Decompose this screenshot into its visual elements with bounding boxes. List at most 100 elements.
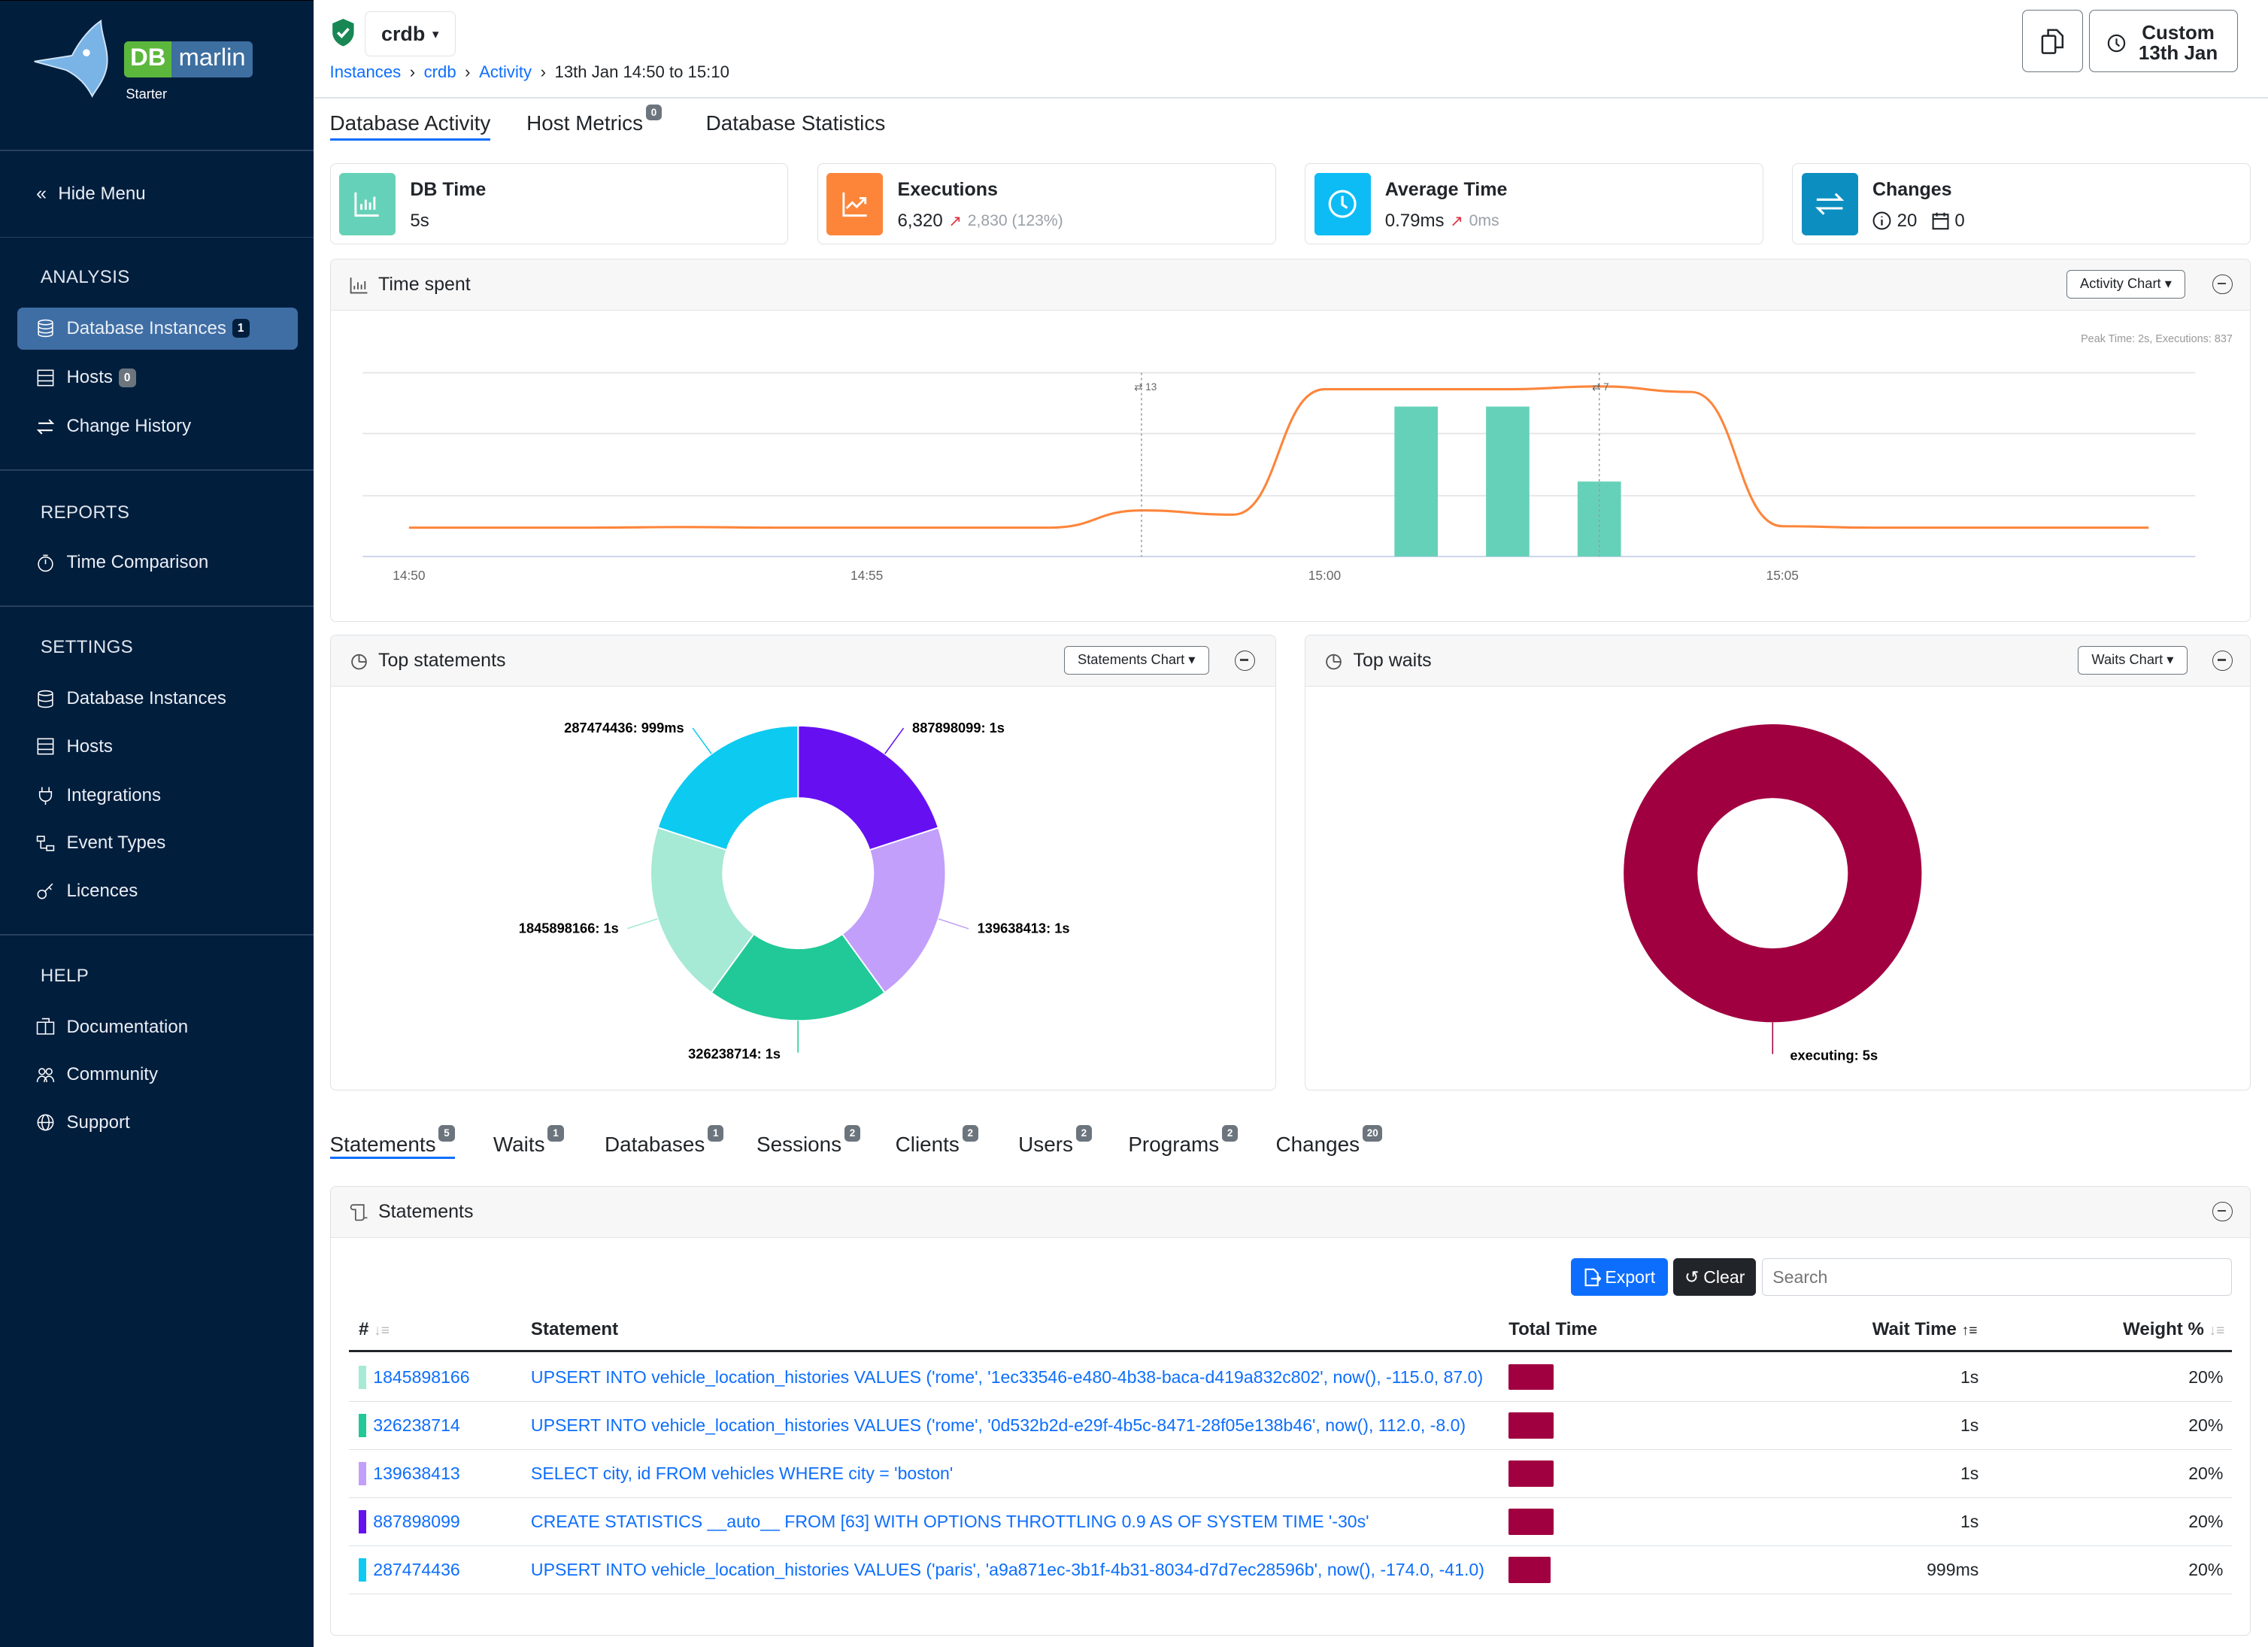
time-spent-chart[interactable]: 14:50 14:55 15:00 15:05 ⇄ 13 ⇄ 7 xyxy=(331,311,2251,622)
divider xyxy=(0,150,314,152)
export-button[interactable]: Export xyxy=(1570,1258,1668,1297)
trend-chart-icon xyxy=(826,172,884,235)
breadcrumb-crdb[interactable]: crdb xyxy=(423,62,456,81)
sidebar-item-database-instances[interactable]: Database Instances 1 xyxy=(17,307,299,350)
kpi-card-average-time[interactable]: Average Time 0.79ms ↗ 0ms xyxy=(1304,163,1763,245)
statement-id-link[interactable]: 887898099 xyxy=(373,1511,460,1531)
subtab-changes[interactable]: Changes 20 xyxy=(1276,1125,1383,1157)
statement-text-link[interactable]: UPSERT INTO vehicle_location_histories V… xyxy=(530,1415,1466,1435)
wait-time-cell: 999ms xyxy=(1927,1559,1979,1579)
tab-database-statistics[interactable]: Database Statistics xyxy=(706,111,886,135)
collapse-button[interactable] xyxy=(2212,274,2233,295)
table-row[interactable]: 1845898166 UPSERT INTO vehicle_location_… xyxy=(348,1354,2232,1402)
dbmarlin-logo[interactable]: DB marlin Starter xyxy=(29,18,274,105)
subtab-clients[interactable]: Clients 2 xyxy=(896,1125,978,1157)
sidebar-item-label: Support xyxy=(66,1112,130,1133)
x-tick-label: 14:50 xyxy=(393,567,425,582)
dropdown-label: Statements Chart xyxy=(1078,651,1185,667)
statement-text-link[interactable]: UPSERT INTO vehicle_location_histories V… xyxy=(530,1559,1484,1579)
sidebar-item-documentation[interactable]: Documentation xyxy=(17,1006,298,1048)
section-title-reports: REPORTS xyxy=(40,502,130,523)
divider xyxy=(0,933,314,936)
kpi-card-executions[interactable]: Executions 6,320 ↗ 2,830 (123%) xyxy=(817,163,1276,245)
change-marker-label: ⇄ 7 xyxy=(1592,381,1609,392)
statement-id-link[interactable]: 1845898166 xyxy=(373,1366,470,1387)
activity-chart-dropdown[interactable]: Activity Chart ▾ xyxy=(2066,269,2186,299)
subtab-statements[interactable]: Statements 5 xyxy=(329,1125,455,1160)
subtab-sessions[interactable]: Sessions 2 xyxy=(757,1125,861,1157)
subtab-waits[interactable]: Waits 1 xyxy=(493,1125,564,1157)
server-icon xyxy=(37,369,54,386)
table-row[interactable]: 287474436 UPSERT INTO vehicle_location_h… xyxy=(348,1547,2232,1595)
sidebar-item-community[interactable]: Community xyxy=(17,1054,298,1096)
clear-button[interactable]: ↺ Clear xyxy=(1673,1258,1757,1297)
count-badge: 1 xyxy=(708,1125,724,1142)
table-row[interactable]: 139638413 SELECT city, id FROM vehicles … xyxy=(348,1451,2232,1498)
tab-host-metrics[interactable]: Host Metrics 0 xyxy=(526,104,663,135)
sidebar-item-settings-hosts[interactable]: Hosts xyxy=(17,726,298,768)
slice-label: 287474436: 999ms xyxy=(564,720,684,736)
statement-id-link[interactable]: 326238714 xyxy=(373,1415,460,1435)
total-time-bar xyxy=(1508,1363,1554,1391)
statement-text-link[interactable]: CREATE STATISTICS __auto__ FROM [63] WIT… xyxy=(530,1511,1369,1531)
logo-db-text: DB xyxy=(124,41,171,77)
statement-text-link[interactable]: SELECT city, id FROM vehicles WHERE city… xyxy=(530,1463,954,1483)
kpi-card-db-time[interactable]: DB Time 5s xyxy=(329,163,789,245)
statement-id-link[interactable]: 287474436 xyxy=(373,1559,460,1579)
statement-id-link[interactable]: 139638413 xyxy=(373,1463,460,1483)
sort-icon: ↓≡ xyxy=(2209,1323,2225,1339)
instance-selector[interactable]: crdb ▾ xyxy=(364,11,456,56)
sidebar-item-event-types[interactable]: Event Types xyxy=(17,823,298,865)
kpi-card-changes[interactable]: Changes 20 0 xyxy=(1792,163,2251,245)
table-row[interactable]: 887898099 CREATE STATISTICS __auto__ FRO… xyxy=(348,1499,2232,1547)
sidebar-item-change-history[interactable]: Change History xyxy=(17,406,298,448)
tab-database-activity[interactable]: Database Activity xyxy=(329,111,491,141)
donut-slice xyxy=(649,826,755,993)
count-badge: 20 xyxy=(1362,1125,1383,1142)
top-waits-donut[interactable]: executing: 5s xyxy=(1305,687,2251,1091)
column-header-total-time[interactable]: Total Time xyxy=(1508,1319,1597,1340)
table-row[interactable]: 326238714 UPSERT INTO vehicle_location_h… xyxy=(348,1402,2232,1450)
color-swatch xyxy=(359,1558,366,1582)
breadcrumb-activity[interactable]: Activity xyxy=(479,62,532,81)
statements-chart-dropdown[interactable]: Statements Chart ▾ xyxy=(1063,645,1209,675)
kpi-value: 0.79ms xyxy=(1384,210,1445,231)
total-time-bar xyxy=(1508,1509,1554,1535)
time-range-button[interactable]: Custom 13th Jan xyxy=(2088,10,2238,73)
column-header-weight[interactable]: Weight % ↓≡ xyxy=(2123,1319,2224,1340)
breadcrumb-instances[interactable]: Instances xyxy=(329,62,402,81)
total-time-bar xyxy=(1508,1460,1554,1487)
column-header-wait-time[interactable]: Wait Time ↑≡ xyxy=(1872,1319,1978,1340)
sidebar-item-time-comparison[interactable]: Time Comparison xyxy=(17,541,298,584)
shield-check-icon xyxy=(332,19,355,47)
collapse-button[interactable] xyxy=(1234,650,1255,671)
subtab-databases[interactable]: Databases 1 xyxy=(605,1125,724,1157)
sidebar-item-label: Integrations xyxy=(66,784,162,805)
collapse-button[interactable] xyxy=(2212,1201,2233,1222)
time-spent-panel: Time spent Activity Chart ▾ Peak Time: 2… xyxy=(329,259,2251,623)
column-header-statement[interactable]: Statement xyxy=(531,1319,618,1340)
subtab-programs[interactable]: Programs 2 xyxy=(1128,1125,1239,1157)
hide-menu-button[interactable]: « Hide Menu xyxy=(17,173,298,215)
section-title-settings: SETTINGS xyxy=(40,637,134,658)
x-tick-label: 14:55 xyxy=(850,567,883,582)
sidebar-item-support[interactable]: Support xyxy=(17,1102,298,1144)
sidebar-item-integrations[interactable]: Integrations xyxy=(17,775,298,817)
copy-button[interactable] xyxy=(2022,10,2083,73)
tab-label: Waits xyxy=(493,1133,545,1157)
sidebar-item-licences[interactable]: Licences xyxy=(17,870,298,912)
sidebar-item-settings-database-instances[interactable]: Database Instances xyxy=(17,678,298,720)
search-input[interactable] xyxy=(1761,1258,2232,1297)
sidebar-item-hosts[interactable]: Hosts 0 xyxy=(17,356,298,399)
statement-text-link[interactable]: UPSERT INTO vehicle_location_histories V… xyxy=(530,1366,1484,1387)
dropdown-label: Activity Chart xyxy=(2080,274,2161,291)
waits-chart-dropdown[interactable]: Waits Chart ▾ xyxy=(2078,645,2188,675)
arrows-exchange-icon xyxy=(1801,172,1858,235)
collapse-button[interactable] xyxy=(2212,650,2233,671)
column-header-number[interactable]: # ↓≡ xyxy=(359,1319,390,1340)
sidebar-item-label: Database Instances xyxy=(66,317,226,338)
subtab-users[interactable]: Users 2 xyxy=(1018,1125,1092,1157)
copy-icon xyxy=(2041,29,2064,54)
top-statements-donut[interactable]: 887898099: 1s 139638413: 1s 326238714: 1s 1… xyxy=(331,687,1276,1091)
marlin-fish-icon xyxy=(34,20,109,98)
